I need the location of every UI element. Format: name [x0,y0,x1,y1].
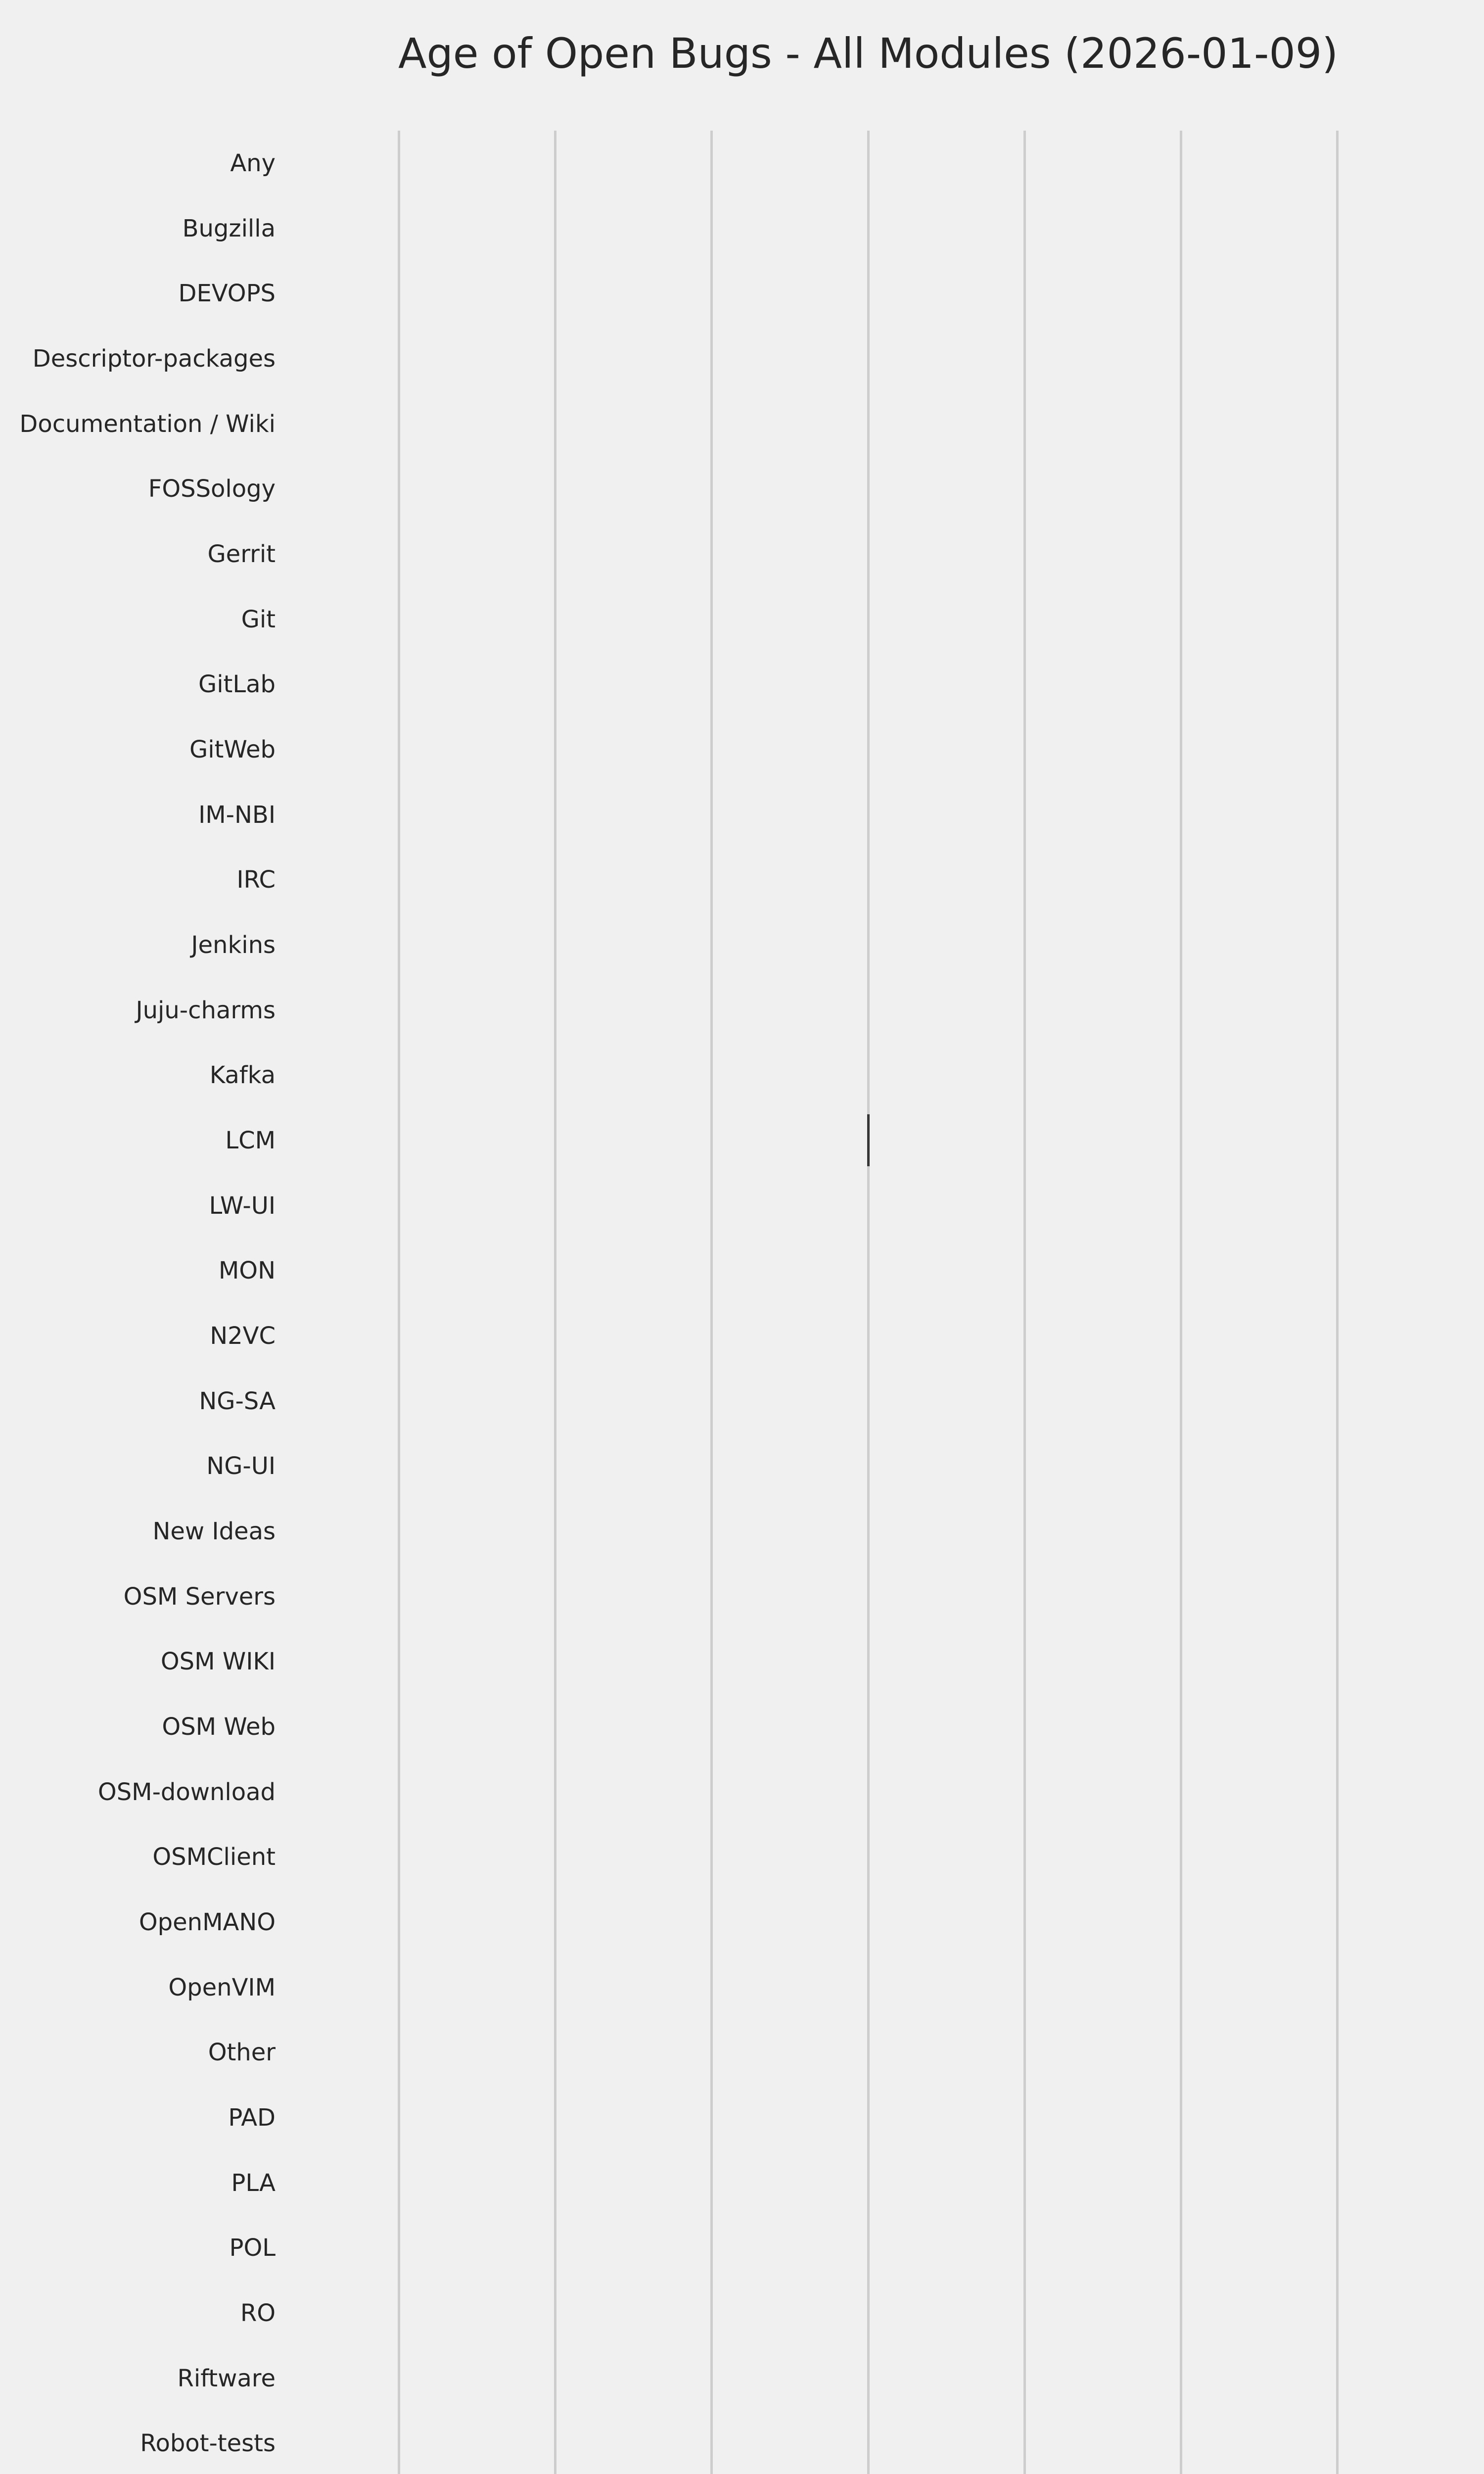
y-tick-label: LW-UI [209,1191,276,1220]
y-tick-label: OpenVIM [168,1973,276,2001]
y-tick-label: LCM [225,1126,276,1154]
y-tick-label: OSMClient [152,1843,276,1871]
y-tick-label: Descriptor-packages [32,344,276,373]
y-tick-label: OSM Servers [123,1582,276,1611]
chart-title: Age of Open Bugs - All Modules (2026-01-… [398,29,1338,78]
y-tick-label: RO [240,2299,276,2327]
gridline-x-32.5 [398,131,401,2474]
y-tick-label: MON [218,1257,276,1285]
plot-area [305,131,1431,2474]
box-mark-lcm [867,1114,870,1167]
y-tick-label: IRC [236,866,276,894]
y-tick-label: Any [230,149,276,177]
y-tick-label: Jenkins [191,931,276,959]
gridline-x-34.0 [867,131,870,2474]
y-tick-label: GitWeb [189,735,276,763]
y-tick-label: New Ideas [152,1517,276,1545]
y-tick-label: Riftware [177,2364,276,2392]
gridline-x-33.5 [710,131,713,2474]
y-tick-label: GitLab [198,670,276,699]
y-tick-label: OSM Web [162,1713,276,1741]
gridline-x-33.0 [554,131,557,2474]
gridline-x-35.5 [1336,131,1339,2474]
y-tick-label: PAD [228,2103,276,2132]
y-tick-label: Robot-tests [140,2429,276,2458]
y-tick-label: Documentation / Wiki [19,410,276,438]
y-tick-label: Bugzilla [182,214,276,242]
y-tick-label: Juju-charms [136,996,276,1024]
y-tick-label: Gerrit [207,540,276,568]
gridline-x-34.5 [1023,131,1026,2474]
y-tick-label: N2VC [210,1322,276,1350]
gridline-x-35.0 [1179,131,1182,2474]
y-tick-label: POL [229,2234,276,2262]
y-tick-label: Other [208,2039,276,2067]
y-tick-label: Git [241,605,276,633]
y-tick-label: OSM-download [97,1778,276,1806]
y-tick-label: OpenMANO [139,1908,276,1936]
y-tick-label: IM-NBI [198,801,276,829]
y-tick-label: FOSSology [148,475,276,503]
y-tick-label: PLA [231,2169,276,2197]
y-tick-label: NG-UI [206,1452,276,1480]
y-tick-label: DEVOPS [178,280,276,308]
y-tick-label: OSM WIKI [160,1648,276,1676]
y-tick-label: NG-SA [199,1387,276,1415]
y-tick-label: Kafka [209,1061,276,1090]
